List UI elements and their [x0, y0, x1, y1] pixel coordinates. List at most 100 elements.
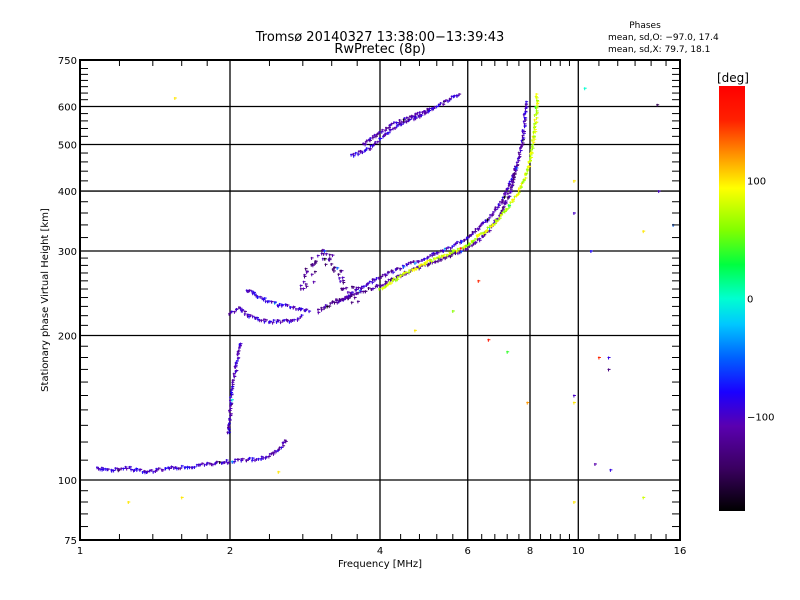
data-point	[357, 291, 361, 295]
data-point	[371, 281, 375, 285]
data-point	[533, 138, 537, 142]
data-point	[434, 257, 438, 261]
data-point	[262, 456, 266, 460]
data-point	[521, 134, 525, 138]
data-point	[374, 140, 378, 144]
data-point	[511, 180, 515, 184]
data-point	[124, 465, 128, 469]
data-point	[230, 398, 234, 402]
data-point	[572, 179, 576, 183]
data-point	[399, 274, 403, 278]
data-point	[438, 258, 442, 262]
data-point	[443, 247, 447, 251]
data-point	[524, 103, 528, 107]
data-point	[516, 193, 520, 197]
data-point	[482, 221, 486, 225]
data-point	[513, 195, 517, 199]
data-point	[232, 379, 236, 383]
data-point	[387, 278, 391, 282]
data-point	[329, 302, 333, 306]
data-point	[390, 122, 394, 126]
data-point	[607, 356, 611, 360]
data-point	[463, 238, 467, 242]
data-point	[323, 249, 327, 253]
data-point	[423, 110, 427, 114]
data-point	[429, 261, 433, 265]
x-tick-labels: 1 2 4 6 8 10 16	[77, 546, 687, 557]
y-tick-label: 200	[58, 332, 77, 343]
data-point	[237, 349, 241, 353]
data-point	[426, 108, 430, 112]
data-point	[504, 200, 508, 204]
data-point	[177, 467, 181, 471]
y-tick-label: 100	[58, 476, 77, 487]
data-point	[434, 260, 438, 264]
data-point	[311, 263, 315, 267]
data-point	[332, 269, 336, 273]
data-point	[428, 107, 432, 111]
data-point	[517, 151, 521, 155]
data-point	[235, 308, 239, 312]
data-point	[445, 99, 449, 103]
data-point	[328, 253, 332, 257]
data-point	[168, 467, 172, 471]
data-point	[403, 271, 407, 275]
data-point	[258, 319, 262, 323]
data-point	[362, 285, 366, 289]
data-point	[483, 233, 487, 237]
data-point	[237, 356, 241, 360]
data-point	[323, 257, 327, 261]
data-point	[510, 184, 514, 188]
data-point	[478, 239, 482, 243]
data-point	[292, 305, 296, 309]
data-point	[129, 465, 133, 469]
data-point	[443, 99, 447, 103]
data-point	[414, 112, 418, 116]
data-point	[118, 468, 122, 472]
data-point	[228, 312, 232, 316]
data-point	[597, 356, 601, 360]
data-point	[240, 459, 244, 463]
data-point	[350, 301, 354, 305]
data-point	[407, 118, 411, 122]
data-point	[375, 277, 379, 281]
data-point	[515, 169, 519, 173]
data-point	[364, 143, 368, 147]
data-point	[478, 233, 482, 237]
data-point	[513, 165, 517, 169]
data-point	[282, 441, 286, 445]
data-point	[310, 273, 314, 277]
data-point	[229, 412, 233, 416]
data-point	[359, 150, 363, 154]
data-point	[369, 137, 373, 141]
data-point	[387, 270, 391, 274]
data-point	[321, 257, 325, 261]
data-point	[268, 452, 272, 456]
data-point	[231, 460, 235, 464]
data-point	[446, 253, 450, 257]
data-point	[503, 195, 507, 199]
data-point	[362, 142, 366, 146]
data-point	[435, 105, 439, 109]
data-point	[231, 381, 235, 385]
data-point	[517, 189, 521, 193]
data-point	[532, 135, 536, 139]
data-point	[392, 121, 396, 125]
data-point	[328, 305, 332, 309]
colorbar-tick-label: −100	[747, 413, 774, 424]
data-point	[468, 242, 472, 246]
data-point	[456, 240, 460, 244]
data-point	[154, 470, 158, 474]
data-point	[228, 431, 232, 435]
data-point	[477, 279, 481, 283]
data-point	[155, 468, 159, 472]
data-point	[453, 243, 457, 247]
data-point	[488, 229, 492, 233]
data-point	[277, 304, 281, 308]
data-point	[100, 466, 104, 470]
data-point	[519, 149, 523, 153]
data-point	[361, 151, 365, 155]
data-point	[414, 116, 418, 120]
data-point	[164, 467, 168, 471]
data-point	[317, 311, 321, 315]
